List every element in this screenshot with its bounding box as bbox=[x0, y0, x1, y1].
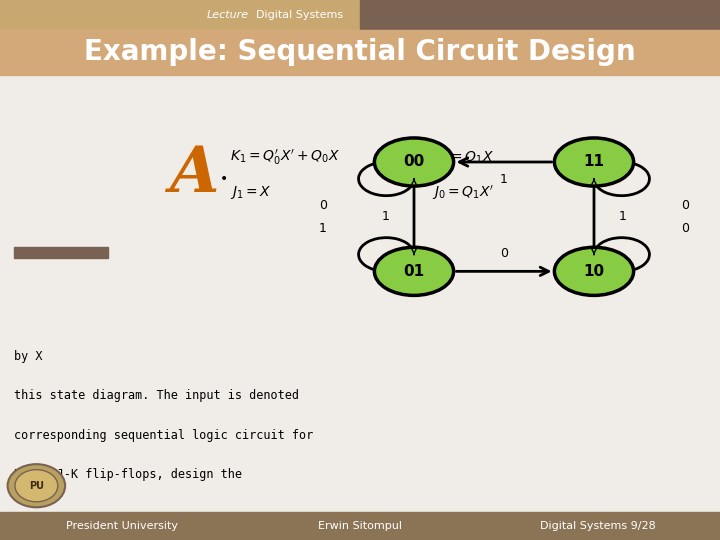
Text: •: • bbox=[220, 172, 228, 186]
Text: $K_0 = Q_1X$: $K_0 = Q_1X$ bbox=[432, 150, 494, 166]
Text: $J_1 = X$: $J_1 = X$ bbox=[230, 184, 272, 201]
Text: 0: 0 bbox=[681, 199, 689, 212]
Text: 10: 10 bbox=[583, 264, 605, 279]
Circle shape bbox=[554, 138, 634, 186]
Bar bbox=[14, 247, 108, 258]
Text: Example: Sequential Circuit Design: Example: Sequential Circuit Design bbox=[84, 38, 636, 66]
Text: corresponding sequential logic circuit for: corresponding sequential logic circuit f… bbox=[14, 429, 314, 442]
Circle shape bbox=[374, 138, 454, 186]
Text: Erwin Sitompul: Erwin Sitompul bbox=[318, 521, 402, 531]
Text: 1: 1 bbox=[319, 221, 327, 234]
Text: 11: 11 bbox=[583, 154, 605, 170]
Text: Using J-K flip-flops, design the: Using J-K flip-flops, design the bbox=[14, 468, 243, 481]
Text: 1: 1 bbox=[382, 210, 389, 223]
Text: 0: 0 bbox=[681, 221, 689, 234]
Text: 01: 01 bbox=[403, 264, 425, 279]
Text: by X: by X bbox=[14, 350, 43, 363]
Text: Digital Systems 9/28: Digital Systems 9/28 bbox=[540, 521, 655, 531]
Text: 0: 0 bbox=[500, 247, 508, 260]
Text: $K_1 = Q_0'X' + Q_0X$: $K_1 = Q_0'X' + Q_0X$ bbox=[230, 148, 341, 167]
Circle shape bbox=[15, 470, 58, 502]
Text: President University: President University bbox=[66, 521, 179, 531]
Text: 1: 1 bbox=[500, 173, 508, 186]
Text: A: A bbox=[170, 144, 219, 206]
Text: 00: 00 bbox=[403, 154, 425, 170]
Circle shape bbox=[8, 464, 65, 507]
Circle shape bbox=[374, 247, 454, 295]
Text: $J_0 = Q_1X'$: $J_0 = Q_1X'$ bbox=[432, 184, 495, 202]
Text: this state diagram. The input is denoted: this state diagram. The input is denoted bbox=[14, 389, 300, 402]
Text: 1: 1 bbox=[619, 210, 626, 223]
Bar bbox=[360, 0, 720, 30]
Circle shape bbox=[554, 247, 634, 295]
Text: Digital Systems: Digital Systems bbox=[256, 10, 343, 20]
Text: PU: PU bbox=[29, 481, 44, 491]
Bar bbox=[0, 0, 360, 30]
Text: 0: 0 bbox=[319, 199, 327, 212]
Text: Lecture: Lecture bbox=[206, 10, 248, 20]
